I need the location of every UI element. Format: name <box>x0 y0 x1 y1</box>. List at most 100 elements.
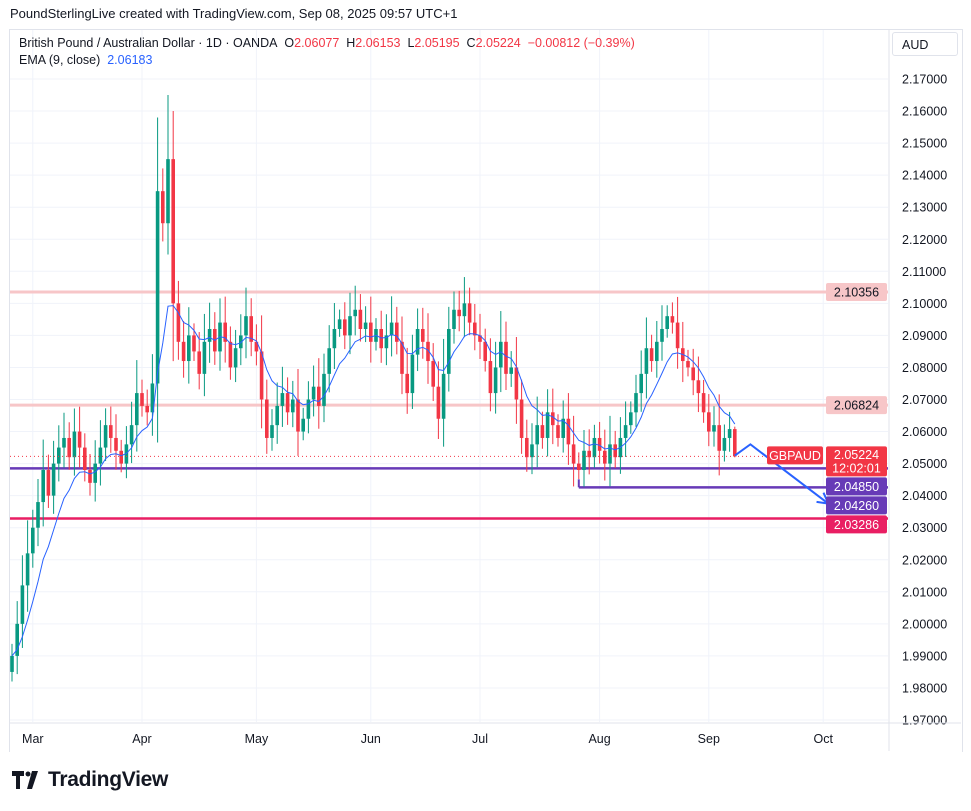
candle-body <box>244 316 248 336</box>
candle-body <box>109 425 113 438</box>
candle-body <box>150 383 155 413</box>
level-price-label-bg <box>826 396 887 415</box>
candle-body <box>707 412 711 432</box>
candle-body <box>72 431 77 458</box>
x-tick-label: May <box>245 732 269 746</box>
candle-body <box>291 399 295 413</box>
candle-body <box>233 348 238 368</box>
candle-body <box>181 341 186 362</box>
candle-body <box>675 322 680 349</box>
candle-body <box>545 412 550 438</box>
y-tick-label: 2.12000 <box>902 233 947 247</box>
candle-body <box>644 348 649 374</box>
candle-body <box>171 159 175 304</box>
price-chart[interactable]: 2.17000 2.16000 2.15000 2.14000 2.13000 2.120… <box>0 0 971 760</box>
y-tick-label: 2.05000 <box>902 457 947 471</box>
candle-body <box>608 444 612 464</box>
y-tick-label: 2.00000 <box>902 617 947 631</box>
candle-body <box>597 437 602 451</box>
candle-body <box>207 328 212 342</box>
candle-body <box>161 191 165 224</box>
candle-body <box>15 623 19 656</box>
candle-body <box>358 309 363 329</box>
high-value: 2.06153 <box>355 36 401 50</box>
candle-body <box>701 393 706 413</box>
projection-arrow <box>734 443 830 505</box>
candle-body <box>119 450 123 464</box>
candle-body <box>462 303 467 317</box>
x-tick-label: Apr <box>132 732 151 746</box>
candle-body <box>452 309 456 329</box>
candle-body <box>712 425 716 432</box>
candle-body <box>62 437 66 448</box>
candle-body <box>514 367 519 400</box>
candle-body <box>77 431 82 448</box>
candle-body <box>51 463 56 496</box>
candle-body <box>306 399 311 419</box>
candle-body <box>629 412 633 426</box>
candle-body <box>634 393 638 413</box>
candle-body <box>10 655 14 672</box>
candle-body <box>478 335 482 342</box>
candle-body <box>88 470 92 483</box>
candle-body <box>483 341 487 362</box>
candle-body <box>696 380 701 394</box>
currency-button[interactable]: AUD <box>892 32 958 56</box>
candle-body <box>457 309 461 317</box>
candle-body <box>343 319 347 336</box>
x-tick-label: Jul <box>472 732 488 746</box>
candle-body <box>722 437 727 451</box>
candle-body <box>473 322 477 336</box>
level-price-label-bg <box>826 496 887 515</box>
candle-body <box>717 425 721 451</box>
candle-body <box>410 354 415 394</box>
close-value: 2.05224 <box>475 36 521 50</box>
candle-body <box>93 463 97 483</box>
candle-body <box>322 373 326 406</box>
candle-body <box>296 399 300 432</box>
candle-body <box>530 444 534 458</box>
candle-body <box>337 319 342 329</box>
symbol-legend[interactable]: British Pound / Australian Dollar · 1D ·… <box>19 35 635 52</box>
candle-body <box>41 470 45 503</box>
y-tick-label: 2.08000 <box>902 361 947 375</box>
chart-legend: British Pound / Australian Dollar · 1D ·… <box>19 35 635 69</box>
candle-body <box>561 418 565 438</box>
candle-body <box>499 341 503 368</box>
close-label: C <box>466 36 476 50</box>
candle-body <box>509 367 513 374</box>
candle-body <box>187 335 191 362</box>
ema-label: EMA (9, close) <box>19 53 101 67</box>
candle-body <box>421 328 425 342</box>
candle-body <box>192 335 196 352</box>
candle-body <box>239 335 243 349</box>
last-price-value: 2.05224 <box>834 448 879 462</box>
level-price-label-bg <box>826 477 887 496</box>
candle-body <box>592 437 597 458</box>
y-tick-label: 2.07000 <box>902 393 947 407</box>
candle-body <box>202 341 207 374</box>
candle-body <box>67 437 71 458</box>
candle-body <box>551 412 555 426</box>
y-tick-label: 2.09000 <box>902 329 947 343</box>
ema-legend[interactable]: EMA (9, close) 2.06183 <box>19 52 635 69</box>
candle-body <box>155 191 160 384</box>
candle-body <box>275 405 279 426</box>
candle-body <box>405 373 409 394</box>
y-tick-label: 1.98000 <box>902 681 947 695</box>
ema-line <box>11 305 736 657</box>
symbol-title: British Pound / Australian Dollar · 1D ·… <box>19 36 278 50</box>
candle-body <box>140 393 144 406</box>
y-tick-label: 2.16000 <box>902 105 947 119</box>
open-label: O <box>284 36 295 50</box>
candle-body <box>83 447 87 471</box>
candle-body <box>197 351 201 374</box>
candle-body <box>649 348 654 362</box>
candle-body <box>129 425 134 445</box>
candle-body <box>431 361 435 387</box>
candle-body <box>603 450 607 464</box>
candle-body <box>311 386 316 400</box>
candle-body <box>587 450 591 458</box>
y-tick-label: 1.97000 <box>902 714 947 728</box>
tradingview-logo[interactable]: TradingView <box>12 768 168 792</box>
